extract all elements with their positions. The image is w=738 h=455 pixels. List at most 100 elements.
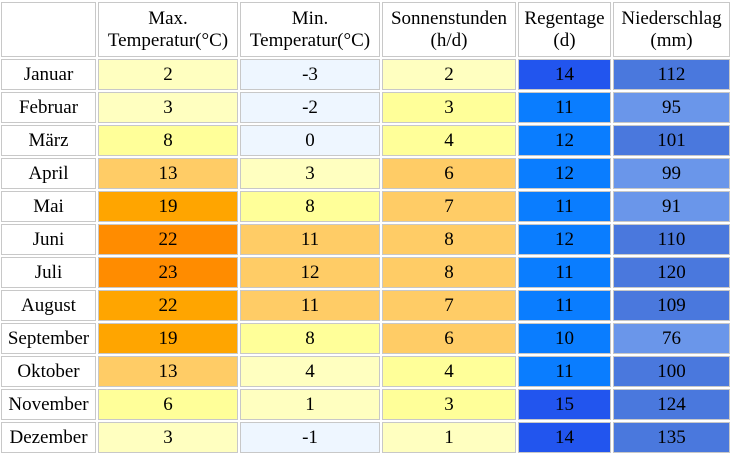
month-cell: Juni: [1, 224, 96, 255]
min-temp-cell: 0: [240, 125, 380, 156]
header-sun-hours-line2: (h/d): [430, 29, 468, 51]
month-cell: Januar: [1, 59, 96, 90]
header-rain-days: Regentage (d): [518, 2, 611, 57]
min-temp-cell: 4: [240, 356, 380, 387]
month-cell: November: [1, 389, 96, 420]
precipitation-cell: 101: [613, 125, 730, 156]
sun-hours-cell: 4: [382, 125, 516, 156]
month-cell: Mai: [1, 191, 96, 222]
sun-hours-cell: 7: [382, 290, 516, 321]
table-row: November 6 1 3 15 124: [1, 389, 730, 420]
table-row: Oktober 13 4 4 11 100: [1, 356, 730, 387]
sun-hours-cell: 3: [382, 92, 516, 123]
table-row: Februar 3 -2 3 11 95: [1, 92, 730, 123]
precipitation-cell: 120: [613, 257, 730, 288]
rain-days-cell: 11: [518, 92, 611, 123]
table-row: September 19 8 6 10 76: [1, 323, 730, 354]
header-precipitation: Niederschlag (mm): [613, 2, 730, 57]
table-row: März 8 0 4 12 101: [1, 125, 730, 156]
rain-days-cell: 12: [518, 224, 611, 255]
header-rain-days-line2: (d): [553, 29, 576, 51]
month-cell: August: [1, 290, 96, 321]
table-row: Juli 23 12 8 11 120: [1, 257, 730, 288]
min-temp-cell: 11: [240, 290, 380, 321]
table-body: Januar 2 -3 2 14 112 Februar 3 -2 3 11 95 März 8 0 4 1…: [1, 59, 730, 453]
sun-hours-cell: 3: [382, 389, 516, 420]
precipitation-cell: 91: [613, 191, 730, 222]
table-row: Januar 2 -3 2 14 112: [1, 59, 730, 90]
precipitation-cell: 110: [613, 224, 730, 255]
month-cell: Februar: [1, 92, 96, 123]
precipitation-cell: 112: [613, 59, 730, 90]
header-sun-hours: Sonnenstunden (h/d): [382, 2, 516, 57]
min-temp-cell: 11: [240, 224, 380, 255]
min-temp-cell: 8: [240, 191, 380, 222]
max-temp-cell: 6: [98, 389, 238, 420]
min-temp-cell: 3: [240, 158, 380, 189]
precipitation-cell: 100: [613, 356, 730, 387]
precipitation-cell: 124: [613, 389, 730, 420]
table-row: Mai 19 8 7 11 91: [1, 191, 730, 222]
rain-days-cell: 11: [518, 191, 611, 222]
min-temp-cell: -2: [240, 92, 380, 123]
header-precipitation-line2: (mm): [650, 29, 693, 51]
sun-hours-cell: 6: [382, 323, 516, 354]
month-cell: Juli: [1, 257, 96, 288]
max-temp-cell: 19: [98, 323, 238, 354]
max-temp-cell: 3: [98, 92, 238, 123]
max-temp-cell: 23: [98, 257, 238, 288]
header-max-temp: Max. Temperatur(°C): [98, 2, 238, 57]
rain-days-cell: 11: [518, 290, 611, 321]
month-cell: Dezember: [1, 422, 96, 453]
min-temp-cell: 1: [240, 389, 380, 420]
max-temp-cell: 13: [98, 356, 238, 387]
max-temp-cell: 2: [98, 59, 238, 90]
header-rain-days-line1: Regentage: [524, 7, 605, 29]
max-temp-cell: 22: [98, 290, 238, 321]
corner-cell: [1, 2, 96, 57]
header-max-temp-line2: Temperatur(°C): [107, 29, 229, 51]
precipitation-cell: 99: [613, 158, 730, 189]
precipitation-cell: 95: [613, 92, 730, 123]
rain-days-cell: 14: [518, 59, 611, 90]
header-max-temp-line1: Max.: [148, 7, 188, 29]
sun-hours-cell: 2: [382, 59, 516, 90]
header-min-temp: Min. Temperatur(°C): [240, 2, 380, 57]
rain-days-cell: 11: [518, 257, 611, 288]
header-min-temp-line1: Min.: [291, 7, 329, 29]
rain-days-cell: 15: [518, 389, 611, 420]
month-cell: März: [1, 125, 96, 156]
table-row: August 22 11 7 11 109: [1, 290, 730, 321]
header-sun-hours-line1: Sonnenstunden: [390, 7, 508, 29]
min-temp-cell: -1: [240, 422, 380, 453]
min-temp-cell: -3: [240, 59, 380, 90]
min-temp-cell: 12: [240, 257, 380, 288]
header-precipitation-line1: Niederschlag: [621, 7, 722, 29]
precipitation-cell: 135: [613, 422, 730, 453]
rain-days-cell: 12: [518, 125, 611, 156]
sun-hours-cell: 1: [382, 422, 516, 453]
max-temp-cell: 22: [98, 224, 238, 255]
max-temp-cell: 13: [98, 158, 238, 189]
month-cell: April: [1, 158, 96, 189]
rain-days-cell: 12: [518, 158, 611, 189]
precipitation-cell: 109: [613, 290, 730, 321]
rain-days-cell: 10: [518, 323, 611, 354]
max-temp-cell: 8: [98, 125, 238, 156]
table-row: Juni 22 11 8 12 110: [1, 224, 730, 255]
month-cell: September: [1, 323, 96, 354]
precipitation-cell: 76: [613, 323, 730, 354]
table-row: April 13 3 6 12 99: [1, 158, 730, 189]
header-min-temp-line2: Temperatur(°C): [249, 29, 371, 51]
max-temp-cell: 3: [98, 422, 238, 453]
min-temp-cell: 8: [240, 323, 380, 354]
month-cell: Oktober: [1, 356, 96, 387]
max-temp-cell: 19: [98, 191, 238, 222]
table-row: Dezember 3 -1 1 14 135: [1, 422, 730, 453]
sun-hours-cell: 6: [382, 158, 516, 189]
sun-hours-cell: 7: [382, 191, 516, 222]
sun-hours-cell: 8: [382, 257, 516, 288]
header-row: Max. Temperatur(°C) Min. Temperatur(°C) …: [1, 2, 730, 57]
rain-days-cell: 11: [518, 356, 611, 387]
